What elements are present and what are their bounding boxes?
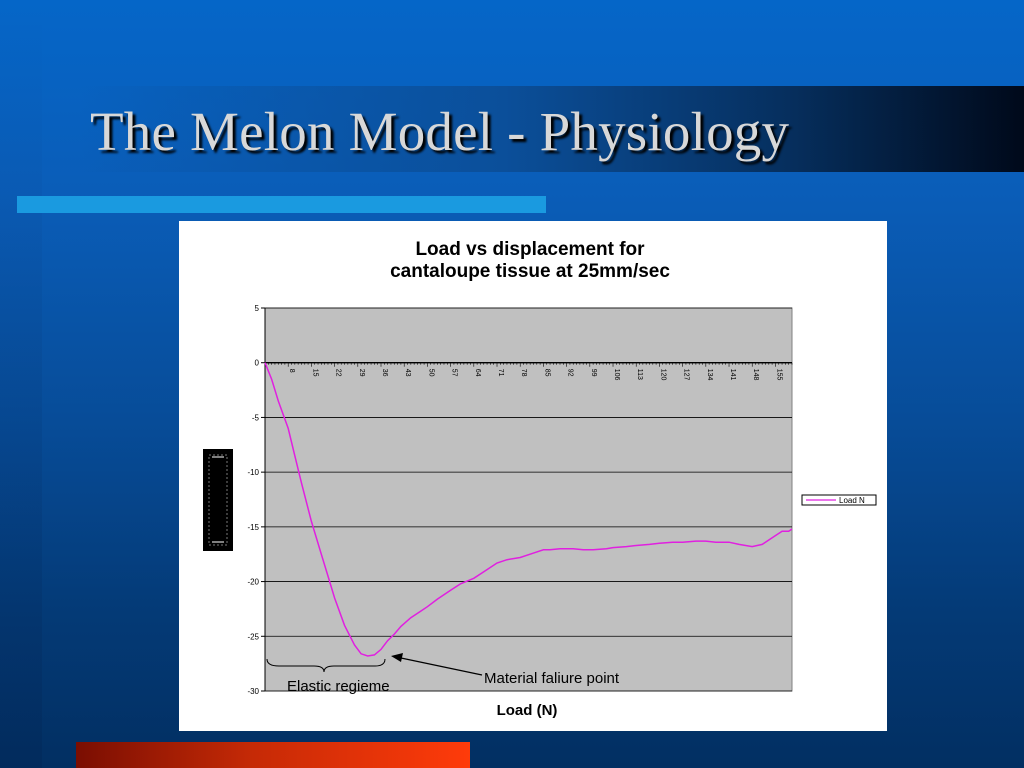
x-axis-ticks: 8 15 22 29 36 43 50 57 64 71 78 85 92 99 106 113 120 127 1… bbox=[264, 362, 793, 381]
x-tick-label: 43 bbox=[404, 369, 411, 377]
y-axis-label-image bbox=[203, 449, 233, 551]
chart-title-line-1: Load vs displacement for bbox=[415, 239, 645, 260]
x-tick-label: 134 bbox=[706, 369, 713, 381]
y-tick-label: -15 bbox=[247, 523, 259, 532]
x-tick-label: 155 bbox=[775, 369, 782, 381]
x-tick-label: 120 bbox=[659, 369, 666, 381]
x-tick-label: 106 bbox=[613, 369, 620, 381]
y-tick-label: -5 bbox=[252, 413, 260, 422]
x-tick-label: 148 bbox=[752, 369, 759, 381]
title-background-band bbox=[80, 86, 1024, 172]
y-tick-label: -20 bbox=[247, 578, 259, 587]
chart-image: Load vs displacement for cantaloupe tiss… bbox=[179, 221, 887, 731]
series-load-n-line bbox=[264, 362, 793, 657]
x-tick-label: 15 bbox=[311, 369, 318, 377]
title-accent-bar bbox=[17, 196, 546, 213]
x-tick-label: 127 bbox=[683, 369, 690, 381]
x-tick-label: 78 bbox=[520, 369, 527, 377]
elastic-regime-brace bbox=[266, 658, 386, 673]
chart-title-line-2: cantaloupe tissue at 25mm/sec bbox=[390, 261, 670, 282]
x-axis-label: Load (N) bbox=[497, 702, 558, 719]
legend: Load N bbox=[801, 494, 877, 506]
x-tick-label: 29 bbox=[358, 369, 365, 377]
y-tick-label: -25 bbox=[247, 632, 259, 641]
x-tick-label: 8 bbox=[288, 369, 295, 373]
elastic-regime-annotation: Elastic regieme bbox=[287, 678, 390, 695]
y-tick-label: 5 bbox=[255, 304, 260, 313]
slide-title: The Melon Model - Physiology bbox=[90, 101, 790, 162]
bottom-accent-bar bbox=[76, 742, 470, 768]
x-tick-label: 22 bbox=[335, 369, 342, 377]
x-tick-label: 113 bbox=[636, 369, 643, 380]
x-tick-label: 85 bbox=[543, 369, 550, 377]
x-tick-label: 36 bbox=[381, 369, 388, 377]
y-axis-ticks: 5 0 -5 -10 -15 -20 -25 -30 bbox=[247, 304, 265, 696]
left-shade-band bbox=[0, 0, 42, 768]
failure-point-arrow bbox=[400, 657, 483, 676]
x-tick-label: 99 bbox=[590, 369, 597, 377]
x-tick-label: 71 bbox=[497, 369, 504, 377]
y-tick-label: -10 bbox=[247, 468, 259, 477]
failure-point-arrowhead bbox=[391, 653, 403, 662]
failure-point-annotation: Material faliure point bbox=[484, 670, 620, 687]
x-tick-label: 57 bbox=[451, 369, 458, 377]
x-tick-label: 50 bbox=[427, 369, 434, 377]
legend-label: Load N bbox=[839, 496, 865, 505]
x-tick-label: 64 bbox=[474, 369, 481, 377]
plot-area bbox=[264, 307, 793, 692]
x-tick-label: 92 bbox=[567, 369, 574, 377]
y-tick-label: 0 bbox=[255, 359, 260, 368]
load-displacement-chart: Load vs displacement for cantaloupe tiss… bbox=[203, 239, 877, 719]
x-tick-label: 141 bbox=[729, 369, 736, 381]
y-tick-label: -30 bbox=[247, 687, 259, 696]
